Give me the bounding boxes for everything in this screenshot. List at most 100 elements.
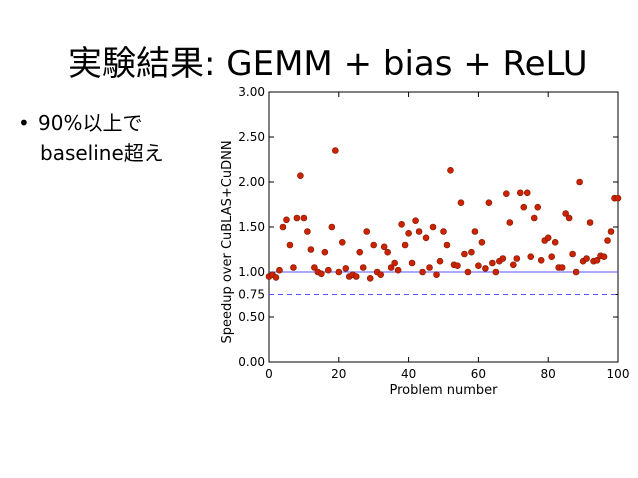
data-point: [311, 264, 318, 271]
data-point: [530, 214, 538, 222]
y-tick-label: 0.75: [238, 288, 265, 302]
data-point: [475, 262, 482, 270]
data-point: [318, 270, 325, 278]
data-point: [499, 255, 507, 262]
data-point: [359, 264, 367, 271]
data-point: [586, 219, 594, 226]
data-point: [607, 228, 615, 235]
data-point: [485, 199, 493, 206]
data-point: [293, 214, 301, 222]
data-point: [544, 234, 552, 242]
slide-title: 実験結果: GEMM + bias + ReLU: [68, 44, 588, 84]
data-point: [325, 266, 332, 274]
data-point: [300, 214, 308, 222]
data-point: [534, 203, 542, 211]
data-point: [461, 250, 468, 258]
data-point: [489, 259, 496, 267]
data-point: [335, 268, 343, 276]
data-point: [332, 147, 339, 154]
data-point: [527, 253, 535, 261]
data-point: [286, 241, 294, 249]
data-point: [436, 257, 444, 265]
data-point: [569, 250, 576, 258]
y-tick-label: 0.00: [238, 355, 265, 369]
data-point: [370, 241, 378, 249]
data-point: [283, 216, 290, 224]
data-point: [290, 264, 297, 271]
chart-layer: 0.00 0.50 0.75 1.00 1.50 2.00 2.50 3.00 0 20 40 60 8…: [238, 85, 629, 381]
x-axis-title: Problem number: [389, 383, 498, 398]
y-tick-label: 3.00: [238, 85, 265, 99]
data-point: [440, 228, 447, 235]
data-point: [297, 172, 304, 179]
data-point: [338, 239, 346, 246]
data-point: [576, 178, 583, 186]
bullet-text-line1: 90%以上で: [38, 111, 143, 135]
x-tick-label: 100: [607, 367, 630, 381]
data-point: [503, 190, 510, 197]
y-tick-label: 1.50: [238, 220, 265, 234]
data-point: [426, 264, 433, 271]
data-point: [380, 243, 388, 251]
y-tick-label: 2.50: [238, 130, 265, 144]
data-point: [408, 259, 416, 267]
data-point: [562, 210, 569, 217]
data-point: [468, 248, 475, 256]
bullet-text-line2: baseline超え: [40, 141, 164, 165]
data-point: [352, 273, 360, 280]
data-point: [454, 262, 461, 270]
bullet-marker: •: [18, 111, 30, 135]
data-point: [356, 248, 364, 256]
data-point: [614, 194, 622, 202]
data-point: [272, 274, 280, 281]
data-point: [558, 264, 566, 271]
data-point: [492, 268, 500, 276]
bullet-list: • 90%以上で baseline超え: [18, 108, 164, 168]
data-point: [391, 259, 398, 267]
data-point: [537, 256, 545, 264]
x-tick-label: 60: [471, 367, 486, 381]
data-point: [429, 223, 437, 231]
data-point: [604, 237, 611, 244]
data-point: [321, 248, 329, 256]
x-tick-label: 0: [265, 367, 273, 381]
data-point: [516, 189, 524, 197]
data-point: [304, 228, 311, 235]
data-point: [415, 228, 423, 235]
data-point: [482, 265, 489, 272]
data-point: [279, 223, 287, 231]
data-point: [405, 230, 412, 237]
data-point: [523, 189, 531, 197]
bullet-item: • 90%以上で: [18, 108, 164, 138]
data-point: [464, 268, 472, 276]
data-point: [363, 228, 371, 235]
data-point: [506, 219, 514, 226]
data-point: [398, 221, 405, 228]
data-point: [565, 214, 573, 222]
data-point: [387, 264, 395, 271]
data-point: [551, 239, 559, 246]
data-point: [419, 268, 426, 276]
x-tick-label: 80: [541, 367, 556, 381]
plot-frame: [268, 91, 619, 363]
x-tick-label: 20: [331, 367, 346, 381]
y-tick-label: 1.00: [238, 265, 265, 279]
data-point: [509, 261, 517, 269]
data-point: [513, 255, 521, 262]
y-tick-label: 2.00: [238, 175, 265, 189]
data-point: [412, 217, 419, 224]
data-point: [422, 234, 430, 242]
y-axis-title: Speedup over CuBLAS+CuDNN: [220, 140, 235, 343]
data-point: [384, 248, 391, 256]
data-point: [307, 246, 315, 253]
data-point: [401, 241, 409, 249]
data-point: [572, 268, 580, 276]
data-point: [478, 239, 486, 246]
data-point: [394, 266, 402, 274]
data-point: [366, 274, 374, 282]
data-point: [593, 256, 601, 264]
y-tick-label: 0.50: [238, 310, 265, 324]
data-point: [276, 266, 283, 274]
data-point: [443, 241, 451, 249]
